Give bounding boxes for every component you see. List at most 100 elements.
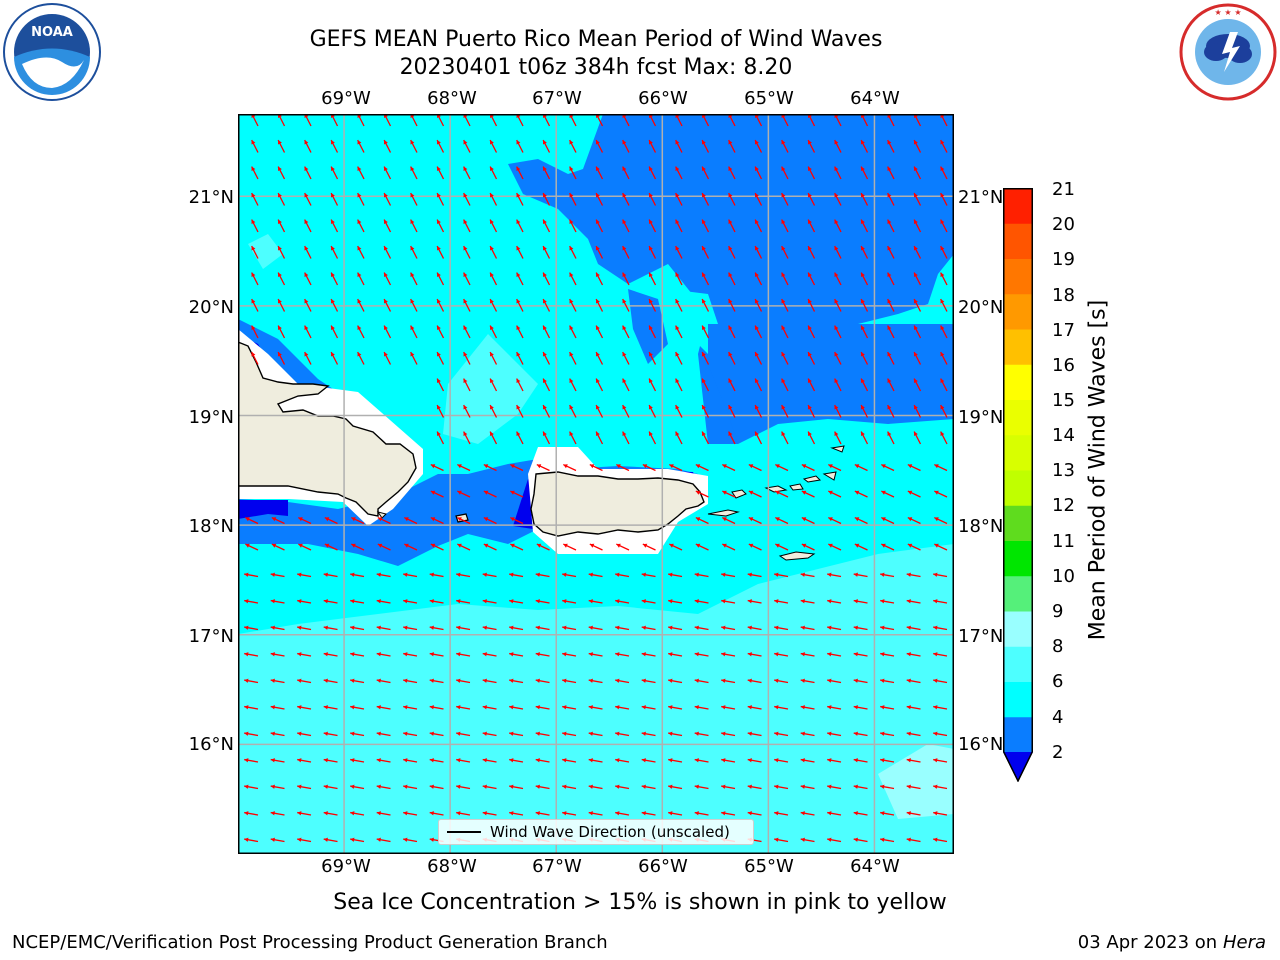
wave-direction-arrowhead [562, 599, 567, 604]
wave-direction-arrowhead [880, 678, 885, 683]
wave-direction-arrowhead [490, 325, 494, 331]
wave-direction-arrowhead [596, 405, 600, 410]
wave-direction-arrowhead [702, 193, 706, 198]
colorbar-segment-19-20 [1003, 223, 1033, 259]
wave-direction-arrowhead [596, 352, 600, 357]
wave-direction-arrowhead [490, 352, 494, 357]
wave-direction-arrowhead [694, 572, 699, 577]
wave-direction-arrowhead [482, 625, 487, 630]
wave-direction-arrowhead [376, 731, 381, 736]
wave-direction-arrowhead [510, 464, 515, 469]
wave-direction-arrowhead [490, 299, 494, 304]
wave-direction-arrowhead [906, 572, 911, 577]
wave-direction-arrowhead [278, 272, 282, 278]
lon-label-top-64w: 64°W [850, 88, 900, 109]
lat-label-right-17n: 17°N [958, 626, 1004, 647]
wave-direction-arrowhead [244, 652, 249, 657]
wave-direction-arrowhead [827, 758, 832, 763]
wave-direction-arrowhead [278, 193, 282, 198]
colorbar-segment-8-9 [1003, 611, 1033, 647]
wave-direction-arrowhead [695, 517, 701, 522]
wave-direction-arrowhead [641, 572, 646, 577]
wave-direction-arrowhead [800, 784, 805, 789]
wave-direction-arrowhead [482, 652, 487, 657]
wave-direction-arrowhead [384, 299, 388, 304]
wave-direction-arrowhead [695, 464, 701, 469]
wave-direction-arrowhead [251, 246, 256, 251]
wave-direction-arrowhead [403, 784, 408, 789]
wave-direction-arrowhead [774, 758, 779, 763]
wave-direction-arrowhead [430, 517, 436, 522]
wave-direction-arrowhead [251, 352, 256, 357]
wave-direction-arrowhead [622, 431, 627, 437]
wave-direction-arrowhead [509, 811, 514, 816]
wave-direction-arrowhead [298, 543, 303, 548]
wave-direction-arrowhead [914, 431, 918, 437]
wave-direction-arrowhead [622, 299, 627, 304]
wave-direction-arrowhead [569, 431, 574, 437]
wave-direction-arrowhead [615, 705, 620, 710]
wave-direction-arrowhead [463, 405, 468, 410]
wave-direction-arrowhead [881, 464, 886, 469]
wave-direction-arrowhead [490, 405, 494, 410]
wave-direction-arrowhead [251, 219, 256, 225]
lon-label-bottom-68w: 68°W [427, 856, 477, 877]
lat-label-right-19n: 19°N [958, 407, 1004, 428]
wave-direction-arrowhead [403, 572, 408, 577]
wave-direction-arrowhead [853, 758, 858, 763]
wave-direction-arrowhead [562, 625, 567, 630]
wave-direction-arrowhead [376, 678, 381, 683]
wave-direction-arrowhead [827, 599, 832, 604]
wave-direction-arrowhead [728, 352, 733, 357]
wave-direction-arrowhead [510, 543, 515, 548]
wave-direction-arrowhead [828, 517, 833, 522]
wave-direction-arrowhead [297, 731, 302, 736]
wave-direction-arrowhead [906, 599, 911, 604]
wave-direction-arrowhead [694, 705, 699, 710]
wave-direction-arrowhead [278, 246, 282, 251]
wave-direction-arrowhead [271, 517, 277, 522]
wave-direction-arrowhead [588, 599, 593, 604]
lon-label-bottom-67w: 67°W [532, 856, 582, 877]
wave-direction-arrowhead [728, 299, 733, 304]
wave-direction-arrowhead [675, 405, 680, 410]
wave-direction-arrowhead [376, 572, 381, 577]
colorbar-segment-9-10 [1003, 575, 1033, 612]
wave-direction-arrowhead [641, 625, 646, 630]
wave-direction-arrowhead [463, 378, 468, 384]
wave-direction-arrowhead [933, 731, 938, 736]
wave-direction-arrowhead [430, 543, 436, 548]
wave-direction-arrowhead [357, 246, 362, 251]
wave-direction-arrowhead [562, 652, 567, 657]
wave-direction-arrowhead [748, 464, 754, 469]
wave-direction-arrowhead [906, 758, 911, 763]
wave-direction-arrowhead [747, 652, 752, 657]
wave-direction-arrowhead [403, 599, 408, 604]
wave-direction-arrowhead [482, 784, 487, 789]
wave-direction-arrowhead [482, 572, 487, 577]
land-st-croix [778, 551, 816, 561]
wave-direction-arrowhead [615, 678, 620, 683]
wave-direction-arrowhead [403, 731, 408, 736]
wave-direction-arrowhead [482, 758, 487, 763]
lat-label-right-16n: 16°N [958, 734, 1004, 755]
wave-direction-arrowhead [437, 219, 441, 225]
wave-direction-arrowhead [907, 490, 913, 495]
wave-direction-arrowhead [827, 625, 832, 630]
wave-direction-arrowhead [384, 325, 388, 331]
wave-direction-arrowhead [641, 811, 646, 816]
wave-direction-arrowhead [694, 731, 699, 736]
wave-direction-arrowhead [694, 599, 699, 604]
wave-direction-arrowhead [668, 811, 673, 816]
wave-direction-arrowhead [304, 272, 309, 278]
wave-direction-arrowhead [933, 652, 938, 657]
wave-direction-arrowhead [535, 705, 540, 710]
wave-direction-arrowhead [615, 599, 620, 604]
wave-direction-arrowhead [649, 352, 653, 357]
colorbar-tick-17: 17 [1052, 320, 1075, 341]
wave-direction-arrowhead [278, 140, 282, 145]
wave-direction-arrowhead [861, 166, 865, 172]
wave-direction-arrowhead [535, 811, 540, 816]
wave-direction-arrowhead [588, 678, 593, 683]
wave-direction-arrowhead [907, 543, 913, 548]
